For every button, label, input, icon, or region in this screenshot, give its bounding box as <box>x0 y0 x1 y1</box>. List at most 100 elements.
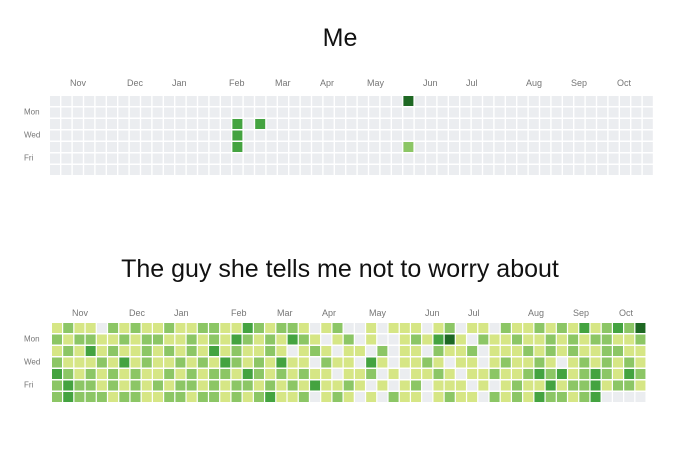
contribution-cell <box>506 165 516 175</box>
contribution-cell <box>72 165 83 175</box>
contribution-cell <box>63 369 74 379</box>
contribution-cell <box>276 357 287 368</box>
contribution-cell <box>494 107 505 118</box>
contribution-cell <box>118 107 129 118</box>
contribution-cell <box>95 165 106 175</box>
contribution-cell <box>534 334 545 345</box>
contribution-cell <box>278 107 288 118</box>
contribution-cell <box>556 346 567 356</box>
contribution-cell <box>388 369 399 379</box>
contribution-cell <box>551 96 562 106</box>
contribution-cell <box>232 107 243 118</box>
month-label: Mar <box>275 78 291 88</box>
month-label: Apr <box>322 308 336 318</box>
contribution-cell <box>574 96 585 106</box>
contribution-cell <box>366 369 377 379</box>
contribution-cell <box>129 130 140 141</box>
contribution-cell <box>85 357 96 368</box>
contribution-cell <box>310 369 321 379</box>
contribution-cell <box>563 107 573 118</box>
contribution-cell <box>631 119 642 129</box>
contribution-cell <box>242 357 253 368</box>
contribution-cell <box>528 96 539 106</box>
contribution-cell <box>209 334 220 345</box>
contribution-cell <box>175 380 186 391</box>
contribution-cell <box>369 130 380 141</box>
contribution-cell <box>346 142 357 152</box>
contribution-cell <box>243 142 254 152</box>
contribution-cell <box>426 165 437 175</box>
contribution-cell <box>444 369 455 379</box>
contribution-cell <box>449 165 459 175</box>
contribution-cell <box>357 130 368 141</box>
month-label: Nov <box>72 308 89 318</box>
contribution-cell <box>72 119 83 129</box>
contribution-cell <box>310 346 321 356</box>
contribution-cell <box>232 153 243 164</box>
contribution-cell <box>517 107 528 118</box>
contribution-cell <box>556 392 567 402</box>
contribution-cell <box>369 153 380 164</box>
contribution-cell <box>399 357 410 368</box>
contribution-cell <box>478 392 489 402</box>
contribution-cell <box>467 334 478 345</box>
contribution-cell <box>130 357 141 368</box>
contribution-cell <box>460 165 471 175</box>
contribution-cell <box>130 392 141 402</box>
contribution-cell <box>61 119 72 129</box>
month-label: Apr <box>320 78 334 88</box>
contribution-cell <box>209 142 220 152</box>
contribution-cell <box>164 369 175 379</box>
contribution-cell <box>642 165 653 175</box>
contribution-cell <box>399 380 410 391</box>
contribution-cell <box>141 392 152 402</box>
contribution-cell <box>276 346 287 356</box>
contribution-cell <box>74 380 85 391</box>
contribution-cell <box>332 346 343 356</box>
contribution-cell <box>289 142 300 152</box>
contribution-cell <box>243 107 254 118</box>
contribution-cell <box>534 392 545 402</box>
contribution-cell <box>209 130 220 141</box>
contribution-cell <box>517 165 528 175</box>
contribution-cell <box>500 346 511 356</box>
contribution-cell <box>287 334 298 345</box>
contribution-cell <box>540 96 551 106</box>
contribution-cell <box>175 346 186 356</box>
contribution-cell <box>483 107 494 118</box>
month-label: May <box>369 308 387 318</box>
contribution-cell <box>186 96 197 106</box>
contribution-cell <box>186 130 197 141</box>
contribution-cell <box>50 142 60 152</box>
contribution-cell <box>449 142 459 152</box>
contribution-cell <box>357 107 368 118</box>
contribution-cell <box>85 323 96 333</box>
contribution-cell <box>444 323 455 333</box>
contribution-cell <box>433 346 444 356</box>
contribution-cell <box>392 142 402 152</box>
contribution-cell <box>221 153 231 164</box>
contribution-cell <box>579 392 590 402</box>
contribution-cell <box>545 380 556 391</box>
contribution-cell <box>278 130 288 141</box>
contribution-cell <box>369 107 380 118</box>
contribution-cell <box>426 130 437 141</box>
contribution-cell <box>289 165 300 175</box>
contribution-cell <box>209 323 220 333</box>
contribution-cell <box>426 119 437 129</box>
day-label: Wed <box>24 358 40 367</box>
contribution-cell <box>426 96 437 106</box>
contribution-cell <box>107 142 117 152</box>
contribution-cell <box>323 130 334 141</box>
contribution-cell <box>119 334 130 345</box>
contribution-cell <box>403 153 414 164</box>
contribution-cell <box>300 130 311 141</box>
contribution-cell <box>95 130 106 141</box>
contribution-cell <box>221 165 231 175</box>
contribution-cell <box>467 357 478 368</box>
contribution-cell <box>608 130 619 141</box>
contribution-cell <box>392 130 402 141</box>
contribution-cell <box>377 323 388 333</box>
contribution-cell <box>433 369 444 379</box>
contribution-cell <box>380 165 391 175</box>
